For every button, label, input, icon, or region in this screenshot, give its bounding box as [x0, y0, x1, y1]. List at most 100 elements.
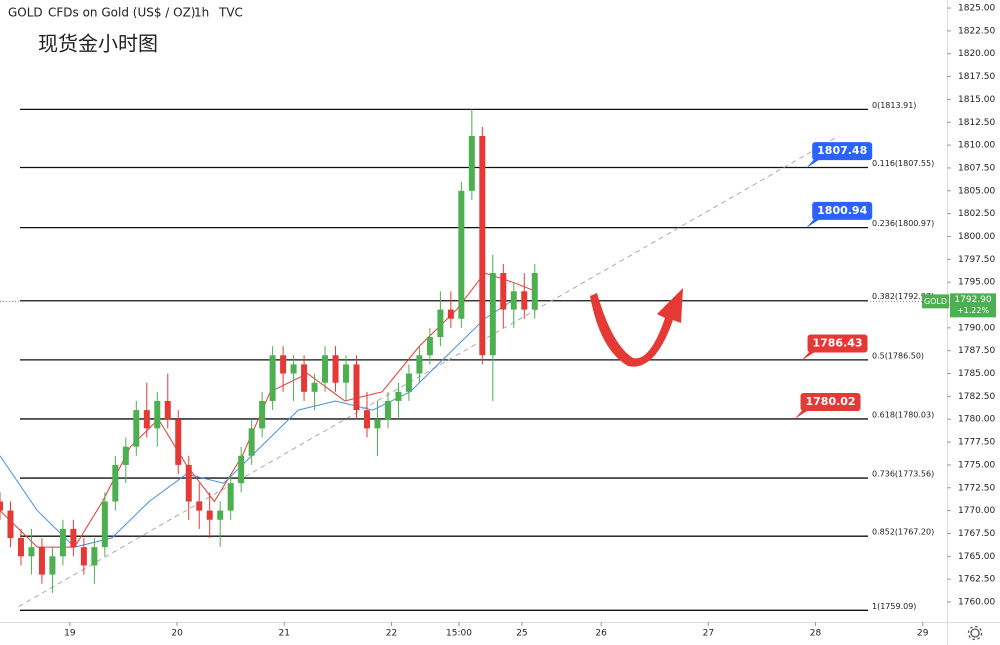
candle-body	[458, 190, 465, 319]
y-tick-label: 1770.00	[958, 506, 995, 516]
x-tick-label: 27	[703, 629, 714, 639]
candle-body	[405, 373, 412, 392]
x-tick-label: 19	[64, 629, 76, 639]
current-price-tag	[950, 293, 996, 318]
candle-body	[101, 501, 108, 548]
description: CFDs on Gold (US$ / OZ)	[48, 6, 196, 20]
candle-body	[468, 135, 475, 191]
candle-body	[91, 547, 98, 566]
candle-body	[17, 538, 24, 557]
y-tick-label: 1805.00	[958, 186, 995, 196]
candle-body	[38, 547, 45, 575]
candle-body	[112, 464, 119, 502]
price-tag-label: 1786.43	[812, 336, 862, 349]
candle-body	[384, 400, 391, 420]
candle-body	[395, 391, 402, 401]
current-price-change: +1.22%	[957, 306, 990, 315]
y-tick-label: 1787.50	[958, 346, 995, 356]
candle-body	[248, 428, 255, 456]
y-tick-label: 1807.50	[958, 163, 995, 173]
trendline	[18, 135, 840, 607]
candle-body	[332, 355, 339, 383]
candle-body	[28, 547, 35, 557]
candle-body	[0, 501, 3, 511]
y-tick-label: 1810.00	[958, 141, 995, 151]
y-tick-label: 1785.00	[958, 369, 995, 379]
y-tick-label: 1760.00	[958, 597, 995, 607]
interval: 1h	[194, 6, 209, 20]
y-tick-label: 1777.50	[958, 438, 995, 448]
symbol-tag-label: GOLD	[924, 297, 947, 306]
candle-body	[196, 501, 203, 511]
candle-body	[70, 528, 77, 548]
x-tick-label: 28	[810, 629, 822, 639]
candle-body	[500, 273, 507, 310]
candle-body	[510, 291, 517, 310]
candle-body	[259, 400, 266, 429]
y-tick-label: 1820.00	[958, 49, 995, 59]
candle-body	[217, 510, 224, 520]
current-price-label: 1792.90	[954, 295, 991, 305]
candle-body	[49, 556, 56, 575]
plot: 0(1813.91) 0.116(1807.55) 0.236(1800.97) 0.…	[0, 101, 947, 611]
candle-body	[374, 419, 381, 429]
price-tag	[807, 334, 868, 353]
candle-body	[122, 446, 129, 465]
y-tick-label: 1782.50	[958, 392, 995, 402]
price-tag	[812, 201, 873, 220]
x-tick-label: 29	[917, 629, 929, 639]
candle-body	[322, 355, 329, 383]
fib-label: 1(1759.09)	[872, 602, 916, 611]
candle-body	[447, 309, 454, 319]
candle-body	[343, 364, 350, 383]
y-tick-label: 1797.50	[958, 255, 995, 265]
x-tick-label: 25	[516, 629, 527, 639]
fib-label: 0.5(1786.50)	[872, 351, 924, 360]
symbol: GOLD	[8, 6, 43, 20]
source: TVC	[218, 6, 243, 20]
y-tick-label: 1765.00	[958, 552, 995, 562]
x-tick-label: 26	[595, 629, 607, 639]
y-tick-label: 1815.00	[958, 95, 995, 105]
fib-label: 0.116(1807.55)	[872, 159, 934, 168]
candle-body	[227, 483, 234, 511]
candle-body	[133, 410, 140, 447]
candle-body	[426, 336, 433, 356]
candle-body	[479, 135, 486, 356]
fib-label: 0.382(1792.97)	[872, 292, 934, 301]
candle-body	[521, 291, 528, 310]
settings-icon[interactable]	[967, 625, 983, 641]
candle-body	[416, 355, 423, 374]
candle-body	[280, 355, 287, 374]
candle-body	[143, 410, 150, 429]
candle-body	[175, 419, 182, 465]
price-tag-label: 1807.48	[817, 144, 867, 157]
price-tag	[800, 393, 861, 412]
price-tag-pointer	[806, 218, 821, 228]
price-tag	[812, 142, 873, 161]
y-tick-label: 1795.00	[958, 278, 995, 288]
forecast-arrow	[590, 288, 683, 367]
candle-body	[164, 400, 171, 420]
y-tick-label: 1762.50	[958, 575, 995, 585]
candle-body	[59, 528, 66, 557]
x-tick-label: 20	[171, 629, 183, 639]
candle-body	[363, 410, 370, 429]
y-tick-label: 1800.00	[958, 232, 995, 242]
fib-label: 0.736(1773.56)	[872, 470, 934, 479]
price-tag-pointer	[806, 159, 821, 169]
candle-body	[269, 355, 276, 401]
fib-label: 0.236(1800.97)	[872, 219, 934, 228]
fib-label: 0(1813.91)	[872, 101, 916, 110]
x-tick-label: 21	[279, 629, 290, 639]
price-tag-pointer	[794, 410, 809, 420]
price-tag-label: 1800.94	[817, 204, 867, 217]
y-tick-label: 1822.50	[958, 26, 995, 36]
x-tick-label: 22	[386, 629, 397, 639]
price-tag-label: 1780.02	[805, 395, 855, 408]
y-tick-label: 1802.50	[958, 209, 995, 219]
y-tick-label: 1825.00	[958, 4, 995, 14]
fib-label: 0.852(1767.20)	[872, 528, 934, 537]
